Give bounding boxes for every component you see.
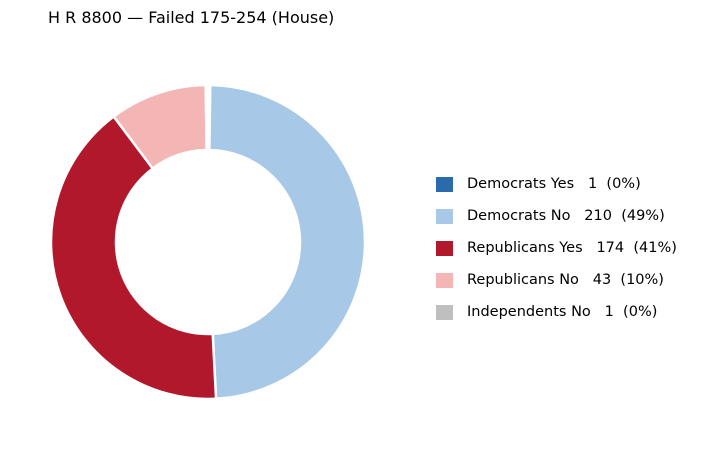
slice-democrats-no bbox=[208, 83, 367, 401]
legend-label-republicans-yes: Republicans Yes 174 (41%) bbox=[467, 240, 677, 256]
slice-independents-no bbox=[204, 83, 210, 152]
legend-label-democrats-no: Democrats No 210 (49%) bbox=[467, 208, 665, 224]
legend-item-independents-no: Independents No 1 (0%) bbox=[436, 296, 677, 328]
chart-title: H R 8800 — Failed 175-254 (House) bbox=[48, 8, 335, 27]
legend-swatch-democrats-yes bbox=[436, 176, 453, 192]
legend-label-independents-no: Independents No 1 (0%) bbox=[467, 304, 658, 320]
legend-item-democrats-no: Democrats No 210 (49%) bbox=[436, 200, 677, 232]
slice-republicans-yes bbox=[49, 115, 218, 401]
legend: Democrats Yes 1 (0%) Democrats No 210 (4… bbox=[436, 168, 677, 328]
legend-label-democrats-yes: Democrats Yes 1 (0%) bbox=[467, 176, 641, 192]
legend-item-republicans-yes: Republicans Yes 174 (41%) bbox=[436, 232, 677, 264]
legend-swatch-democrats-no bbox=[436, 208, 453, 224]
legend-item-republicans-no: Republicans No 43 (10%) bbox=[436, 264, 677, 296]
legend-swatch-independents-no bbox=[436, 304, 453, 320]
legend-label-republicans-no: Republicans No 43 (10%) bbox=[467, 272, 664, 288]
legend-swatch-republicans-no bbox=[436, 272, 453, 288]
legend-swatch-republicans-yes bbox=[436, 240, 453, 256]
legend-item-democrats-yes: Democrats Yes 1 (0%) bbox=[436, 168, 677, 200]
